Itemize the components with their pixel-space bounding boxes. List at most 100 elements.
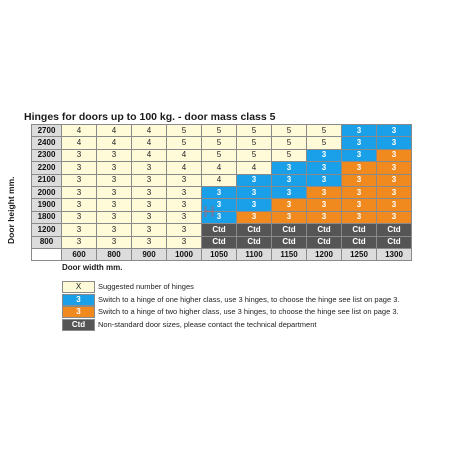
row-header-height: 2000 xyxy=(31,185,62,200)
table-cell: 5 xyxy=(271,123,307,138)
table-cell: Ctd xyxy=(341,235,377,249)
row-header-height: 800 xyxy=(31,235,62,249)
table-cell: 3 xyxy=(236,185,272,200)
table-cell: 3 xyxy=(271,198,307,212)
table-cell: 3 xyxy=(201,198,237,212)
table-cell: 4 xyxy=(166,161,202,175)
table-cell: 3 xyxy=(376,198,412,212)
table-cell: 5 xyxy=(201,123,237,138)
table-cell: 5 xyxy=(166,123,202,138)
table-row: 1800 3 3 3 3 3 3 3 3 3 3 xyxy=(31,210,412,225)
table-cell: 3 xyxy=(341,148,377,163)
table-cell: Ctd xyxy=(306,235,342,249)
table-cell: 3 xyxy=(306,173,342,187)
table-cell: 3 xyxy=(61,173,97,187)
legend-text: Switch to a hinge of two higher class, u… xyxy=(98,307,399,316)
table-cell: 3 xyxy=(96,161,132,175)
table-cell: 3 xyxy=(61,148,97,163)
table-cell: 3 xyxy=(376,136,412,150)
table-cell: 3 xyxy=(96,235,132,249)
table-cell: 3 xyxy=(96,198,132,212)
table-cell: 3 xyxy=(96,173,132,187)
y-axis-label: Door height mm. xyxy=(6,176,16,244)
table-cell: 3 xyxy=(131,223,167,237)
table-cell: 3 xyxy=(341,136,377,150)
table-cell: 3 xyxy=(61,198,97,212)
table-cell: 4 xyxy=(96,136,132,150)
table-cell: 3 xyxy=(341,173,377,187)
table-cell: 3 xyxy=(376,173,412,187)
table-cell: 3 xyxy=(341,123,377,138)
table-cell: 3 xyxy=(236,210,272,225)
table-cell: 4 xyxy=(236,161,272,175)
table-cell: Ctd xyxy=(376,223,412,237)
table-cell: Ctd xyxy=(236,235,272,249)
table-cell: 4 xyxy=(131,136,167,150)
table-cell: 3 xyxy=(61,161,97,175)
table-cell: 3 xyxy=(61,210,97,225)
table-cell: 3 xyxy=(341,210,377,225)
table-cell: 3 xyxy=(201,185,237,200)
hinge-table: 2700 4 4 4 5 5 5 5 5 3 3 2400 4 4 4 5 5 5 5 5 3 3 2300 3 3 4 4 5 5 5 3… xyxy=(31,123,412,262)
row-header-height: 2400 xyxy=(31,136,62,150)
table-cell: 4 xyxy=(166,148,202,163)
table-cell: 5 xyxy=(166,136,202,150)
table-cell: 3 xyxy=(306,210,342,225)
table-cell: 5 xyxy=(306,136,342,150)
row-header-height: 1800 xyxy=(31,210,62,225)
legend-swatch: Ctd xyxy=(62,318,95,331)
table-cell: 3 xyxy=(96,148,132,163)
column-header-width: 800 xyxy=(96,247,132,262)
table-cell: 3 xyxy=(306,185,342,200)
table-cell: 3 xyxy=(96,185,132,200)
table-cell: 3 xyxy=(131,185,167,200)
table-cell: Ctd xyxy=(201,235,237,249)
table-cell: 3 xyxy=(166,210,202,225)
table-cell: 3 xyxy=(61,235,97,249)
row-header-height: 2700 xyxy=(31,123,62,138)
table-cell: 3 xyxy=(341,185,377,200)
table-cell: 3 xyxy=(166,185,202,200)
column-header-width: 1100 xyxy=(236,247,272,262)
table-cell: 5 xyxy=(201,148,237,163)
table-row: 2100 3 3 3 3 4 3 3 3 3 3 xyxy=(31,173,412,187)
legend-text: Suggested number of hinges xyxy=(98,282,194,291)
table-cell: 5 xyxy=(271,136,307,150)
row-header-height: 2200 xyxy=(31,161,62,175)
table-cell: 3 xyxy=(341,198,377,212)
legend-swatch: 3 xyxy=(62,306,95,318)
legend-text: Non-standard door sizes, please contact … xyxy=(98,319,317,329)
table-cell: 3 xyxy=(166,235,202,249)
table-cell: 4 xyxy=(61,123,97,138)
legend-swatch: X xyxy=(62,281,95,293)
row-header-height: 2100 xyxy=(31,173,62,187)
table-row: 2400 4 4 4 5 5 5 5 5 3 3 xyxy=(31,136,412,150)
column-header-width: 1000 xyxy=(166,247,202,262)
table-cell: Ctd xyxy=(376,235,412,249)
table-cell: 3 xyxy=(131,198,167,212)
table-cell: 5 xyxy=(201,136,237,150)
column-header-width: 1050 xyxy=(201,247,237,262)
table-row: 2000 3 3 3 3 3 3 3 3 3 3 xyxy=(31,185,412,200)
table-cell: 3 xyxy=(376,210,412,225)
table-cell: 4 xyxy=(201,173,237,187)
table-cell: Ctd xyxy=(306,223,342,237)
column-header-width: 1150 xyxy=(271,247,307,262)
table-cell: 3 xyxy=(131,210,167,225)
table-cell: 5 xyxy=(236,148,272,163)
table-cell: 5 xyxy=(236,123,272,138)
table-cell: 3 xyxy=(61,223,97,237)
table-cell: 3 xyxy=(376,161,412,175)
table-cell: 3 xyxy=(236,198,272,212)
table-cell: 3 xyxy=(306,161,342,175)
table-cell: 3 xyxy=(271,173,307,187)
table-cell: 4 xyxy=(61,136,97,150)
table-cell: 3 xyxy=(341,161,377,175)
column-header-width: 1300 xyxy=(376,247,412,262)
column-header-width: 1200 xyxy=(306,247,342,262)
corner-cell xyxy=(31,247,62,262)
column-header-width: 1250 xyxy=(341,247,377,262)
table-cell: 3 xyxy=(131,161,167,175)
table-cell: 5 xyxy=(271,148,307,163)
table-cell: 3 xyxy=(271,185,307,200)
